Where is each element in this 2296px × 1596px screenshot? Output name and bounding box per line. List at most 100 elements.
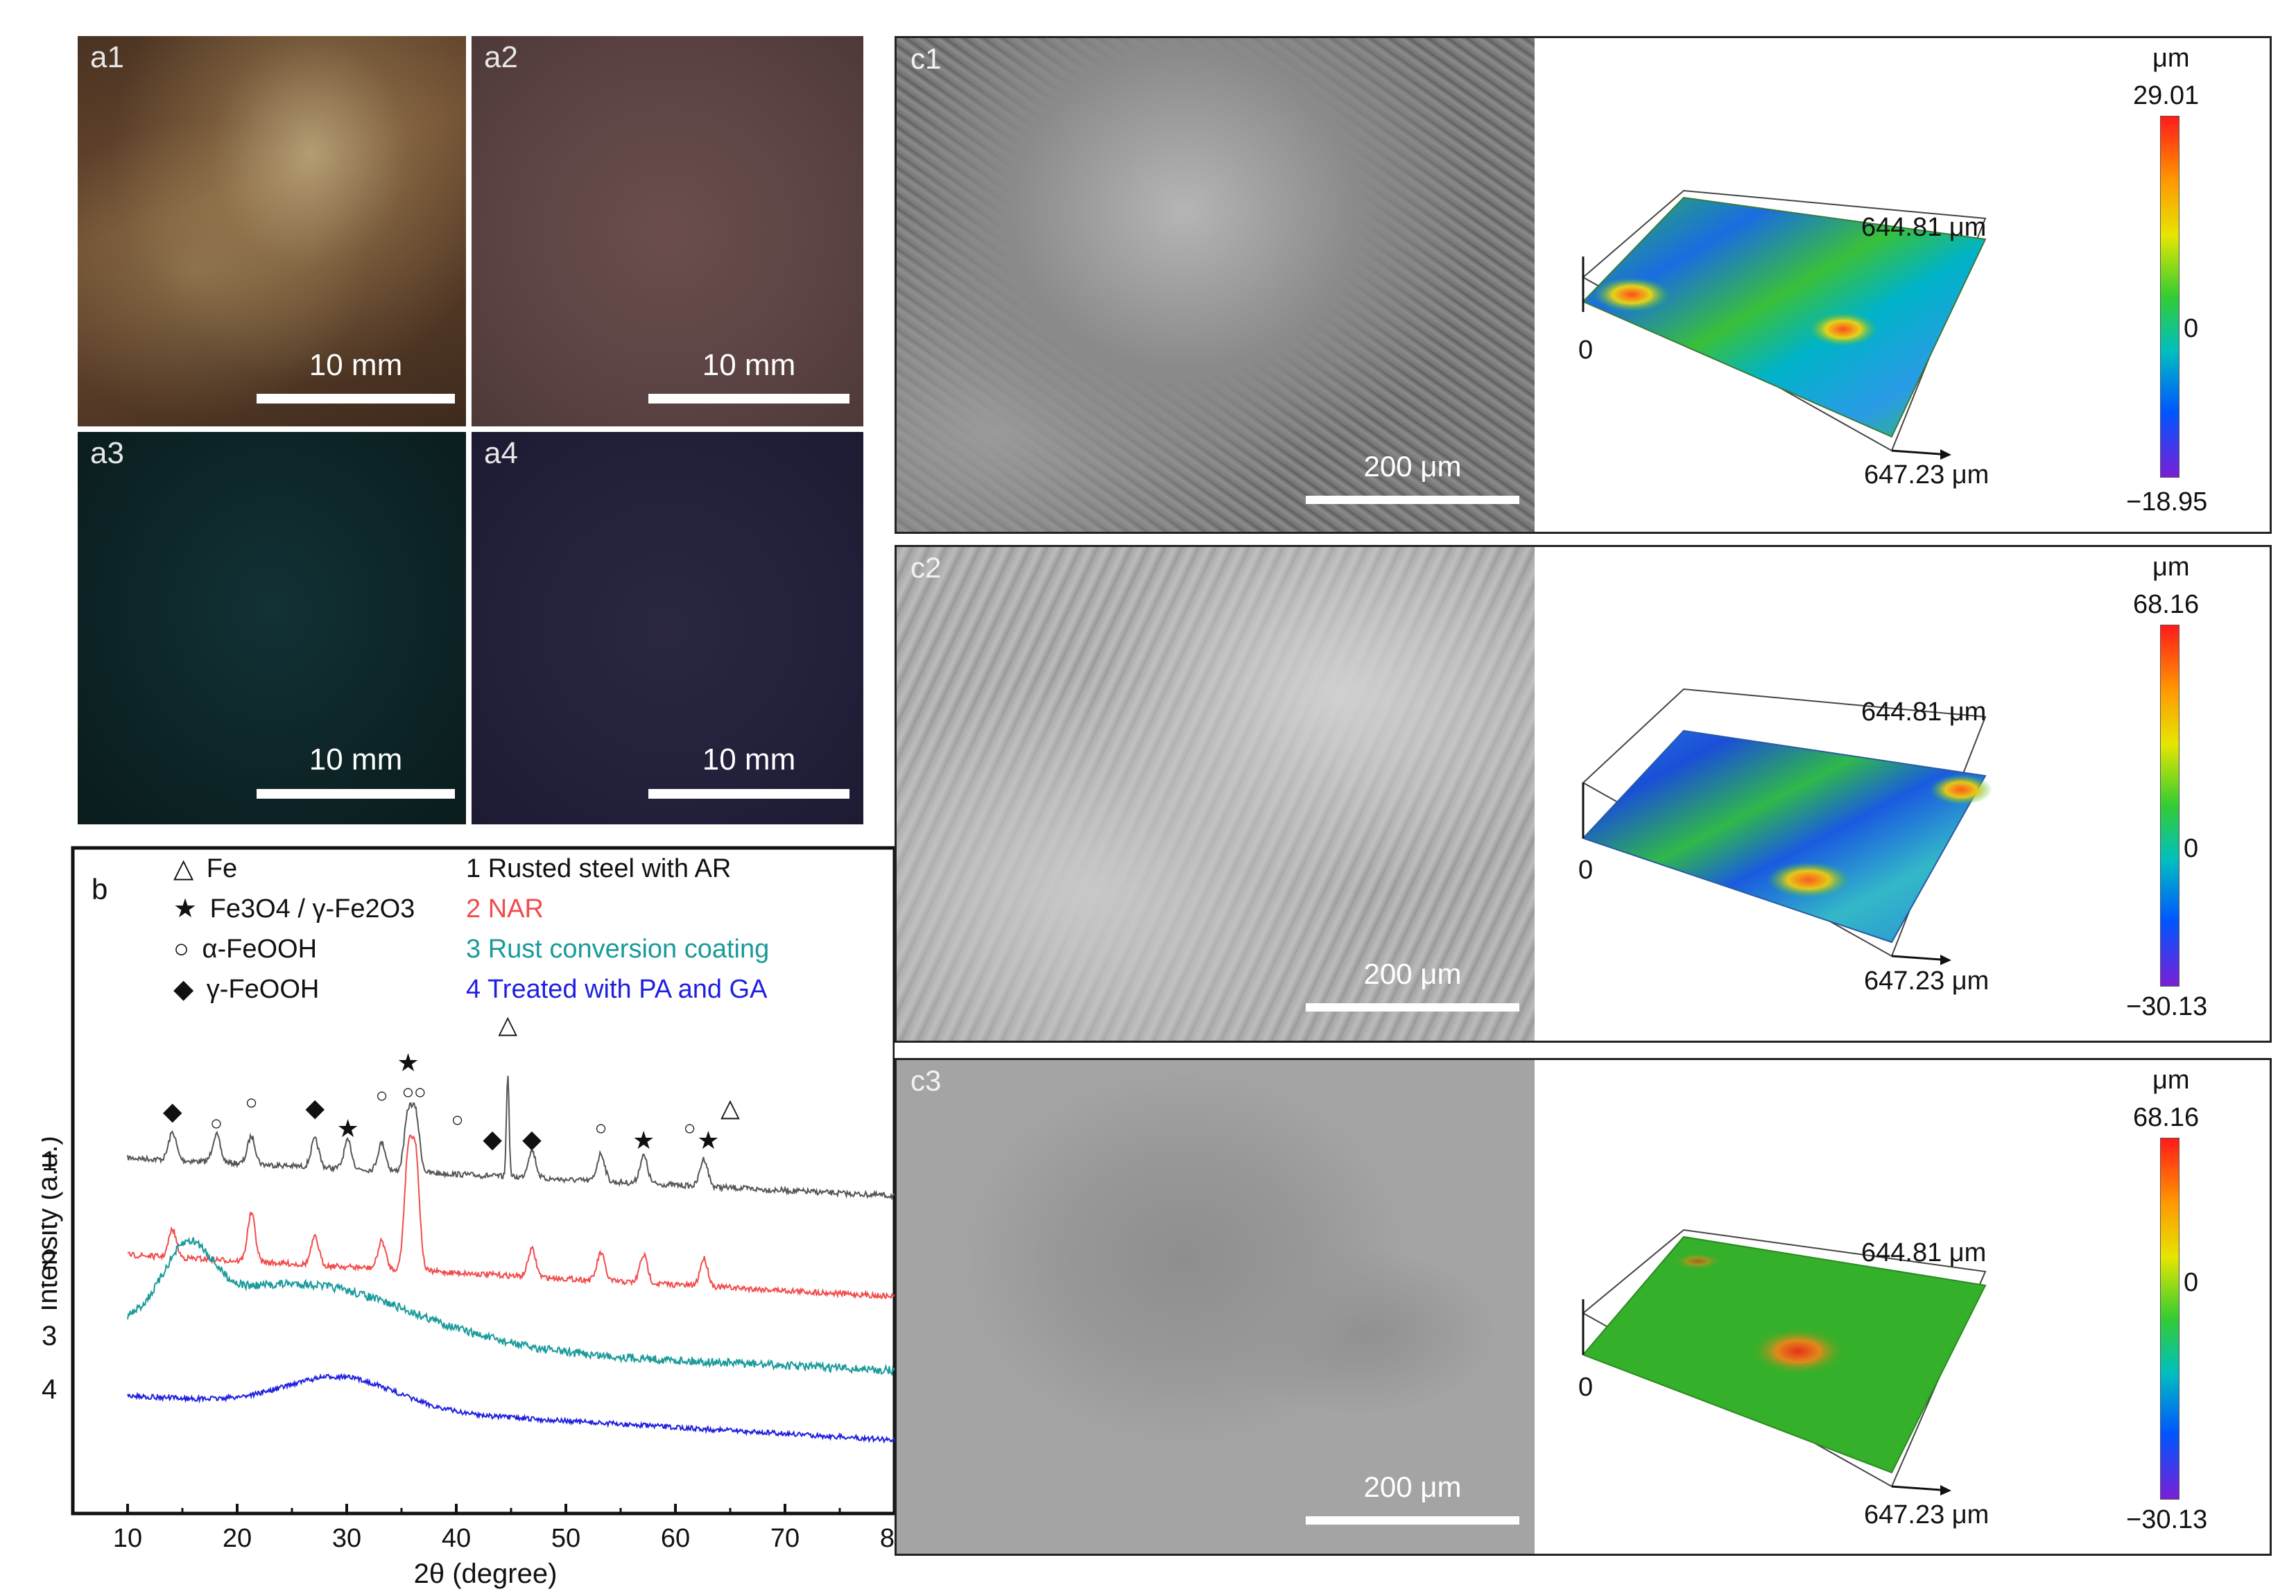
panel-c1: c1 200 μm 644.81 μm 647.23 μm 0 μm 29.01…	[895, 36, 2272, 534]
axis-arrow	[1891, 449, 1941, 456]
colorbar-min: −18.95	[2126, 487, 2208, 517]
scale-text: 10 mm	[702, 743, 796, 777]
legend-sample-4: 4 Treated with PA and GA	[466, 975, 768, 1004]
scale-bar	[257, 789, 455, 799]
sem-image-c3: c3 200 μm	[897, 1060, 1535, 1554]
arrow-head	[1940, 1485, 1951, 1495]
dim-x-text: 647.23 μm	[1864, 460, 1989, 489]
y-axis-label: Intensity (a.u.)	[42, 1136, 63, 1311]
legend-sample-2: 2 NAR	[466, 894, 544, 923]
photo-label: a1	[90, 40, 124, 74]
triangle-icon: △	[173, 854, 194, 883]
colorbar-unit: μm	[2152, 553, 2190, 582]
scale-bar	[648, 789, 849, 799]
peak-marker-diamond-icon: ◆	[163, 1097, 182, 1125]
peak-marker-star-icon: ★	[397, 1048, 419, 1077]
surface-hotspot	[1594, 277, 1670, 312]
surface-hotspot	[1809, 312, 1878, 347]
arrow-head	[1940, 449, 1951, 460]
curve-label: 1	[42, 1146, 57, 1177]
peak-marker-triangle-icon: △	[498, 1010, 517, 1039]
peak-marker-circle-icon: ○	[414, 1081, 426, 1104]
dim-y-text: 644.81 μm	[1861, 697, 1986, 727]
photo-label: a3	[90, 436, 124, 470]
xrd-curve-3	[127, 1236, 895, 1377]
scale-bar	[1306, 496, 1519, 504]
colorbar-max: 68.16	[2133, 590, 2200, 619]
colorbar-min: −30.13	[2126, 992, 2208, 1021]
peak-marker-circle-icon: ○	[402, 1081, 414, 1104]
origin-text: 0	[1578, 856, 1593, 885]
star-icon: ★	[173, 894, 197, 923]
surface-box	[1582, 189, 1987, 452]
colorbar	[2160, 625, 2180, 987]
peak-marker-circle-icon: ○	[451, 1109, 464, 1131]
legend-fe: △ Fe	[173, 854, 237, 883]
peak-marker-diamond-icon: ◆	[483, 1125, 502, 1153]
colorbar-unit: μm	[2152, 44, 2190, 73]
panel-c2: c2 200 μm 644.81 μm 647.23 μm 0 μm 68.16…	[895, 545, 2272, 1043]
peak-marker-triangle-icon: △	[720, 1093, 740, 1122]
arrow-head	[1940, 955, 1951, 965]
surface-hotspot	[1767, 862, 1850, 898]
surface	[1582, 729, 1987, 944]
photo-a1: a1 10 mm	[78, 36, 466, 426]
sem-label: c3	[910, 1064, 942, 1097]
scale-text: 10 mm	[309, 348, 403, 382]
peak-marker-circle-icon: ○	[683, 1117, 696, 1140]
xrd-curve-4	[127, 1373, 895, 1444]
plot-frame	[71, 846, 895, 1516]
surface-3d-c3: 644.81 μm 647.23 μm 0	[1578, 1229, 1989, 1529]
surface-3d-c2: 644.81 μm 647.23 μm 0	[1578, 688, 1992, 996]
legend-alpha-feooh: ○ α-FeOOH	[173, 935, 317, 964]
peak-marker-circle-icon: ○	[594, 1117, 607, 1140]
surface-hotspot	[1750, 1327, 1847, 1376]
sem-image-c2: c2 200 μm	[897, 547, 1535, 1041]
photo-a2: a2 10 mm	[472, 36, 863, 426]
scale-bar	[1306, 1516, 1519, 1525]
panel-label: b	[92, 873, 107, 905]
dim-y-text: 644.81 μm	[1861, 213, 1986, 242]
x-tick-label: 80	[880, 1524, 895, 1553]
colorbar-mid: 0	[2184, 314, 2199, 343]
x-tick-label: 30	[332, 1524, 361, 1553]
scale-text: 200 μm	[1363, 957, 1462, 990]
xrd-curve-2	[127, 1134, 895, 1300]
x-tick-label: 50	[551, 1524, 580, 1553]
scale-text: 200 μm	[1363, 450, 1462, 483]
peak-marker-diamond-icon: ◆	[522, 1125, 542, 1153]
surface	[1582, 196, 1987, 438]
photo-a4: a4 10 mm	[472, 432, 863, 824]
legend-fe3o4: ★ Fe3O4 / γ-Fe2O3	[173, 894, 415, 923]
xrd-curve-1	[127, 1075, 895, 1201]
legend-sample-3: 3 Rust conversion coating	[466, 935, 769, 964]
peak-marker-star-icon: ★	[632, 1126, 655, 1154]
colorbar-mid: 0	[2184, 834, 2199, 863]
origin-text: 0	[1578, 336, 1593, 365]
curve-label: 4	[42, 1374, 57, 1405]
axis-arrow	[1891, 1485, 1941, 1491]
legend-sample-1: 1 Rusted steel with AR	[466, 854, 731, 883]
surface-hotspot	[1930, 774, 1992, 805]
peak-marker-circle-icon: ○	[210, 1112, 223, 1135]
peak-marker-circle-icon: ○	[245, 1091, 257, 1114]
circle-icon: ○	[173, 935, 189, 964]
x-tick-label: 20	[223, 1524, 252, 1553]
x-tick-label: 40	[442, 1524, 471, 1553]
surface-hotspot	[1673, 1253, 1722, 1269]
scale-text: 10 mm	[702, 348, 796, 382]
scale-text: 200 μm	[1363, 1471, 1462, 1503]
curve-label: 2	[42, 1244, 57, 1275]
legend-gamma-feooh: ◆ γ-FeOOH	[173, 975, 319, 1004]
peak-marker-star-icon: ★	[336, 1114, 359, 1143]
colorbar-unit: μm	[2152, 1066, 2190, 1095]
xrd-chart: b 1020304050607080 ◆○○◆★○★○○△○◆◆○★○★△ 12…	[42, 846, 895, 1589]
colorbar-max: 68.16	[2133, 1103, 2200, 1132]
scale-bar	[257, 394, 455, 404]
colorbar-min: −30.13	[2126, 1505, 2208, 1534]
colorbar	[2160, 1138, 2180, 1500]
colorbar-mid: 0	[2184, 1268, 2199, 1297]
scale-bar	[648, 394, 849, 404]
dim-x-text: 647.23 μm	[1864, 1500, 1989, 1529]
photo-a3: a3 10 mm	[78, 432, 466, 824]
